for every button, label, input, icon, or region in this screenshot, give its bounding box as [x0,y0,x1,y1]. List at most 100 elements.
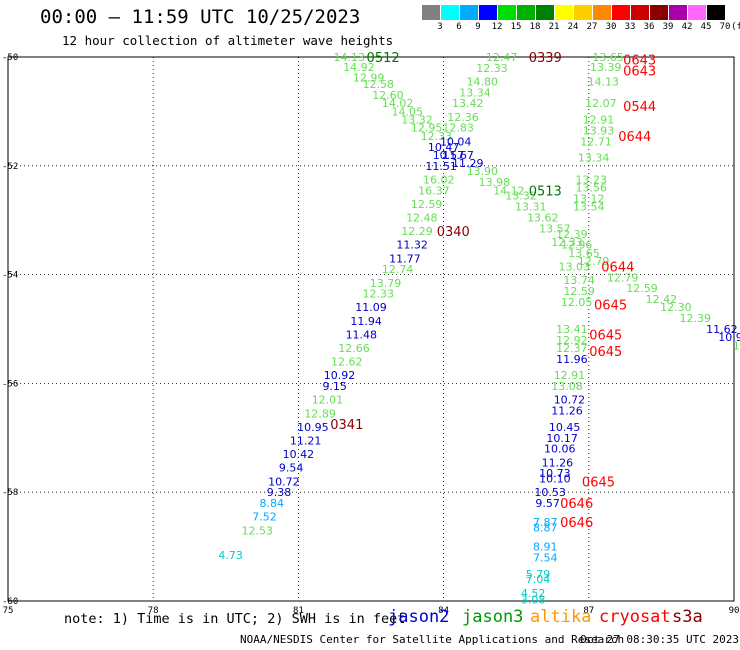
wave-height-value: 13.34 [578,152,610,165]
generated-timestamp: Oct 27 08:30:35 UTC 2023 [580,633,739,646]
wave-height-value: 13.32 [505,190,537,203]
wave-height-value: 10.72 [554,394,586,407]
scale-swatch [688,5,706,20]
wave-height-value: 10.06 [544,443,576,456]
scale-label: 21 [548,22,560,32]
wave-height-value: 13.08 [551,380,583,393]
pass-time-label: 0645 [589,345,622,360]
scale-label: 24 [567,22,579,32]
scale-label: 39 [662,22,674,32]
wave-height-value: 13.32 [401,114,433,127]
wave-height-value: 12.47 [486,51,518,64]
wave-height-value: 12.60 [372,89,404,102]
wave-height-value: 12.99 [353,72,385,85]
scale-swatch [479,5,497,20]
wave-height-value: 12.89 [304,407,336,420]
latitude-tick-label: -56 [2,379,18,389]
wave-height-value: 13.23 [575,173,607,186]
longitude-tick-label: 78 [148,606,159,616]
pass-time-label: 0645 [589,328,622,343]
wave-height-value: 7.52 [252,511,277,524]
wave-height-value: 10.53 [534,486,566,499]
wave-height-value: 12.30 [660,301,692,314]
scale-swatch [669,5,687,20]
wave-height-value: 12.91 [583,114,615,127]
wave-height-value: 13.42 [452,97,484,110]
pass-time-label: 0340 [437,225,470,240]
scale-swatch [441,5,459,20]
wave-height-value: 12.33 [363,288,395,301]
scale-label: 36 [643,22,655,32]
wave-height-value: 12.79 [578,255,610,268]
scale-swatch [517,5,535,20]
wave-height-value: 12.62 [331,356,363,369]
scale-label: 9 [475,22,481,32]
pass-time-label: 0643 [623,65,656,80]
scale-label: 15 [510,22,522,32]
wave-height-value: 12.66 [338,342,370,355]
wave-height-value: 14.92 [343,61,375,74]
wave-height-value: 12.96 [561,239,593,252]
wave-height-value: 13.31 [515,201,547,214]
wave-height-value: 12.39 [556,228,588,241]
wave-height-value: 12.95 [411,122,443,135]
wave-height-value: 7.54 [533,551,558,564]
credit-line: NOAA/NESDIS Center for Satellite Applica… [240,633,625,646]
scale-swatch [460,5,478,20]
wave-height-value: 13.39 [590,61,622,74]
mission-label-jason3: jason3 [462,607,524,627]
wave-height-value: 7.87 [533,516,558,529]
wave-height-value: 13.65 [568,247,600,260]
wave-height-value: 13.34 [459,86,491,99]
wave-height-value: 10.92 [324,369,356,382]
pass-time-label: 0644 [601,260,634,275]
longitude-tick-label: 81 [293,606,304,616]
wave-height-value: 13.41 [556,323,588,336]
wave-height-value: 12.83 [442,122,474,135]
wave-height-value: 7.04 [526,573,551,586]
scale-label: 30 [605,22,617,32]
scale-label: 12 [491,22,503,32]
latitude-tick-label: -60 [2,597,18,607]
scale-label: 3 [437,22,443,32]
scale-swatch [555,5,573,20]
map-frame [7,56,735,602]
wave-height-value: 3.08 [521,593,546,606]
mission-label-altika: altika [530,607,592,627]
wave-height-value: 12.05 [561,296,593,309]
wave-height-value: 9.54 [279,462,304,475]
wave-height-value: 12.74 [382,263,414,276]
wave-height-value: 16.37 [418,184,450,197]
scale-swatch [631,5,649,20]
wave-height-value: 10.10 [539,473,571,486]
wave-height-value: 9.57 [535,497,560,510]
wave-height-value: 10.91 [718,331,740,344]
pass-time-label: 0646 [560,497,593,512]
pass-time-label: 0341 [330,418,363,433]
scale-label: 70 [719,22,731,32]
wave-height-value: 10.42 [283,448,315,461]
wave-height-value: 12.39 [680,312,712,325]
wave-height-value: 11.67 [442,149,474,162]
wave-height-value: 13.03 [559,260,591,273]
wave-height-value: 14.02 [382,97,414,110]
wave-height-value: 12.59 [626,282,658,295]
chart-title: 00:00 – 11:59 UTC 10/25/2023 [40,6,361,28]
wave-height-value: 8.91 [533,541,558,554]
scale-swatch [498,5,516,20]
wave-height-value: 12.91 [554,369,586,382]
wave-height-value: 14.80 [467,75,499,88]
pass-time-label: 0645 [582,475,615,490]
wave-height-value: 12.33 [476,62,508,75]
wave-height-value: 10.17 [546,432,578,445]
wave-height-value: 11.32 [396,239,428,252]
wave-height-value: 12.07 [585,97,617,110]
latitude-tick-label: -54 [2,271,18,281]
longitude-tick-label: 87 [583,606,594,616]
wave-height-value: 11.96 [556,353,588,366]
wave-height-value: 13.79 [370,277,402,290]
chart-subtitle: 12 hour collection of altimeter wave hei… [62,33,394,48]
wave-height-value: 13.12 [573,192,605,205]
wave-height-value: 8.87 [533,522,558,535]
